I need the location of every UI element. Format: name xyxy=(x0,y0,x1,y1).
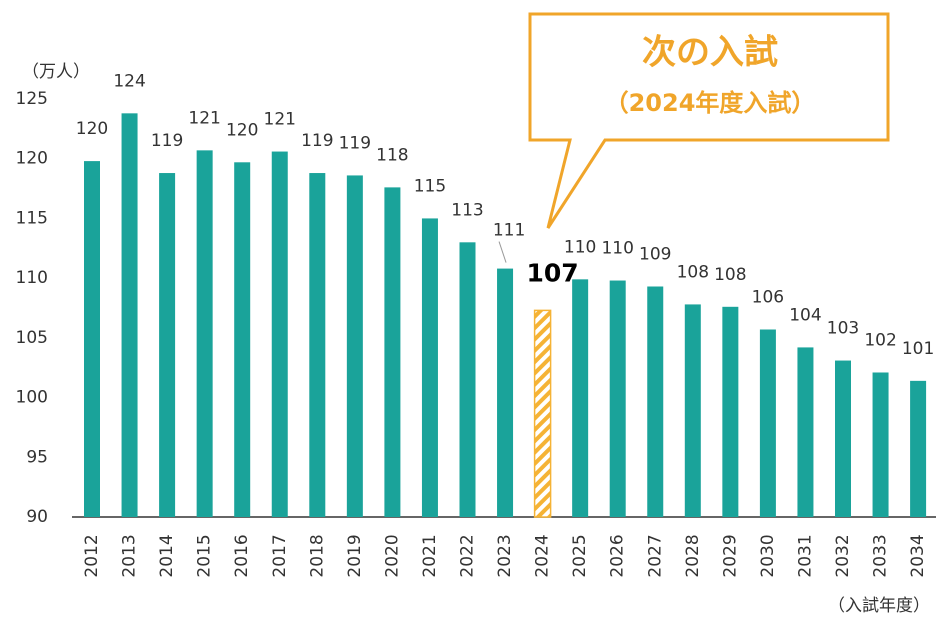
data-label: 111 xyxy=(493,221,525,241)
data-label: 107 xyxy=(527,258,579,287)
x-tick-label: 2013 xyxy=(120,534,140,577)
x-tick-label: 2016 xyxy=(232,534,252,577)
x-tick-label: 2022 xyxy=(458,534,478,577)
x-tick-label: 2027 xyxy=(645,534,665,577)
data-label: 115 xyxy=(414,176,446,196)
y-tick-label: 95 xyxy=(26,447,48,467)
x-tick-label: 2034 xyxy=(908,534,928,577)
y-axis-label: （万人） xyxy=(22,62,90,82)
data-label: 120 xyxy=(76,119,108,139)
data-label: 110 xyxy=(601,239,633,259)
x-tick-label: 2017 xyxy=(270,534,290,577)
y-tick-label: 120 xyxy=(16,149,48,169)
x-tick-label: 2023 xyxy=(495,534,515,577)
x-axis-label: （入試年度） xyxy=(828,596,930,616)
bar xyxy=(159,173,176,517)
data-label: 104 xyxy=(789,305,821,325)
data-label: 121 xyxy=(188,108,220,128)
data-label: 124 xyxy=(113,71,145,91)
x-tick-label: 2029 xyxy=(720,534,740,577)
x-tick-label: 2012 xyxy=(82,534,102,577)
leader-line xyxy=(498,241,507,263)
bar xyxy=(121,113,138,518)
callout-subtitle: （2024年度入試） xyxy=(605,89,816,117)
x-tick-label: 2020 xyxy=(382,534,402,577)
x-tick-label: 2021 xyxy=(420,534,440,577)
data-label: 119 xyxy=(301,131,333,151)
x-tick-label: 2024 xyxy=(533,534,553,577)
bar xyxy=(84,161,100,518)
data-label: 113 xyxy=(451,200,483,220)
bar xyxy=(271,151,288,517)
data-label: 119 xyxy=(151,131,183,151)
data-label: 121 xyxy=(264,110,296,130)
data-label: 110 xyxy=(564,237,596,257)
y-tick-label: 125 xyxy=(16,89,48,109)
bar xyxy=(684,304,701,517)
y-tick-label: 110 xyxy=(16,268,48,288)
data-label: 119 xyxy=(339,133,371,153)
bar xyxy=(384,187,401,517)
bar xyxy=(647,286,664,517)
bar xyxy=(196,150,213,517)
data-label: 120 xyxy=(226,120,258,140)
bar xyxy=(497,268,514,517)
data-label: 109 xyxy=(639,245,671,265)
bar xyxy=(910,380,927,517)
bar xyxy=(309,173,326,517)
bar xyxy=(421,218,438,517)
data-label: 101 xyxy=(902,339,934,359)
data-label: 118 xyxy=(376,145,408,165)
bar xyxy=(234,162,251,517)
y-tick-label: 90 xyxy=(26,507,48,527)
data-label: 103 xyxy=(827,319,859,339)
bar xyxy=(759,329,776,517)
x-tick-label: 2015 xyxy=(195,534,215,577)
bar xyxy=(459,242,476,518)
x-tick-label: 2018 xyxy=(307,534,327,577)
x-tick-label: 2032 xyxy=(833,534,853,577)
data-label: 102 xyxy=(864,330,896,350)
y-tick-label: 100 xyxy=(16,388,48,408)
data-label: 106 xyxy=(752,287,784,307)
callout-title: 次の入試 xyxy=(642,33,778,73)
x-tick-label: 2025 xyxy=(570,534,590,577)
bar xyxy=(835,360,851,517)
x-tick-label: 2026 xyxy=(608,534,628,577)
x-tick-label: 2030 xyxy=(758,534,778,577)
bar xyxy=(572,279,589,517)
y-tick-label: 105 xyxy=(16,328,48,348)
y-tick-label: 115 xyxy=(16,208,48,228)
x-tick-label: 2028 xyxy=(683,534,703,577)
bar xyxy=(722,306,739,517)
x-tick-label: 2014 xyxy=(157,534,177,577)
callout-box xyxy=(528,12,890,229)
x-tick-label: 2033 xyxy=(871,534,891,577)
bar xyxy=(872,372,889,517)
bar xyxy=(533,309,552,518)
data-label: 108 xyxy=(677,262,709,282)
bar xyxy=(609,280,626,517)
x-tick-label: 2019 xyxy=(345,534,365,577)
bar xyxy=(797,347,814,517)
data-label: 108 xyxy=(714,265,746,285)
x-tick-label: 2031 xyxy=(795,534,815,577)
bar xyxy=(346,175,363,518)
